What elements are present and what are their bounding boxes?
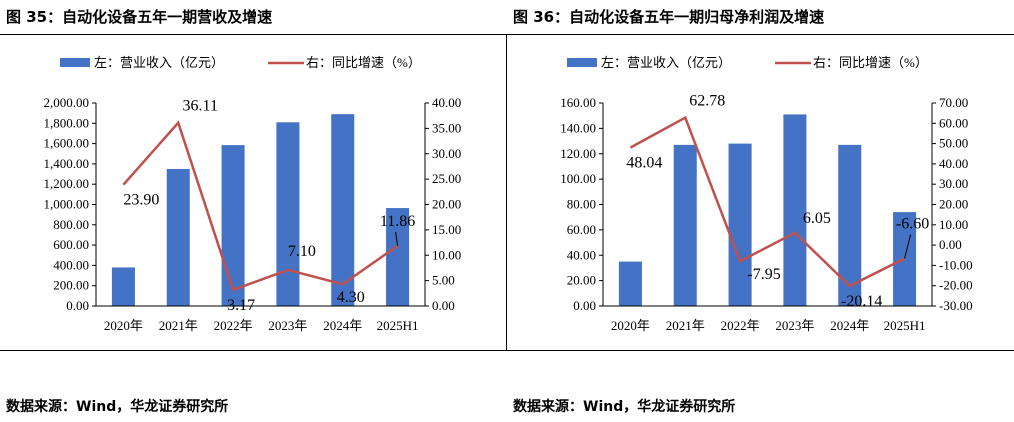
right-tick-label: 40.00 (939, 156, 968, 171)
left-tick-label: 2,000.00 (44, 95, 90, 110)
data-source: 数据来源：Wind，华龙证券研究所 (6, 399, 229, 415)
data-label: 23.90 (123, 192, 159, 209)
bottom-rule (0, 350, 507, 351)
x-tick-label: 2022年 (721, 318, 760, 333)
bar (618, 261, 642, 306)
right-tick-label: 60.00 (939, 115, 968, 130)
figure-35-panel: 图 35：自动化设备五年一期营收及增速 左：营业收入（亿元） 右：同比增速（%） 0… (0, 8, 507, 415)
legend-bar-swatch (567, 58, 597, 67)
x-tick-label: 2021年 (159, 318, 198, 333)
left-tick-label: 200.00 (53, 278, 89, 293)
bar (166, 168, 190, 306)
right-tick-label: 30.00 (432, 146, 461, 161)
x-tick-label: 2024年 (830, 318, 869, 333)
data-label: 6.05 (803, 210, 831, 227)
top-rule (0, 34, 507, 35)
right-tick-label: 20.00 (432, 197, 461, 212)
right-tick-label: 15.00 (432, 222, 461, 237)
figure-36-panel: 图 36：自动化设备五年一期归母净利润及增速 左：营业收入（亿元） 右：同比增速（… (507, 0, 1014, 422)
legend-bar-label: 左：营业收入（亿元） (94, 55, 224, 70)
right-tick-label: 20.00 (939, 197, 968, 212)
data-label: -20.14 (841, 293, 882, 310)
bar (276, 122, 300, 306)
right-tick-label: 40.00 (432, 95, 461, 110)
left-tick-label: 140.00 (560, 120, 596, 135)
right-tick-label: -10.00 (939, 257, 973, 272)
data-label: 48.04 (626, 155, 662, 172)
x-tick-label: 2020年 (611, 318, 650, 333)
x-tick-label: 2020年 (104, 318, 143, 333)
bar (386, 208, 410, 306)
left-tick-label: 0.00 (573, 298, 596, 313)
legend-line-label: 右：同比增速（%） (813, 55, 928, 70)
data-label: -6.60 (896, 215, 929, 232)
left-tick-label: 400.00 (53, 257, 89, 272)
panel-divider (506, 34, 507, 350)
growth-line (629, 115, 906, 288)
x-tick-label: 2023年 (268, 318, 307, 333)
bar (838, 144, 862, 306)
left-tick-label: 40.00 (567, 247, 596, 262)
left-tick-label: 120.00 (560, 146, 596, 161)
right-tick-label: 50.00 (939, 136, 968, 151)
right-tick-label: 30.00 (939, 176, 968, 191)
revenue-growth-chart: 左：营业收入（亿元） 右：同比增速（%） 0.00 200.00 400.00 600.0… (44, 55, 462, 333)
left-tick-label: 600.00 (53, 237, 89, 252)
data-label: 62.78 (689, 93, 725, 110)
left-tick-label: 160.00 (560, 95, 596, 110)
label-leader-line (904, 234, 912, 259)
legend-bar-label: 左：营业收入（亿元） (601, 55, 731, 70)
data-label: -7.95 (747, 266, 780, 283)
left-tick-label: 20.00 (567, 273, 596, 288)
bar (783, 114, 807, 306)
right-tick-label: 0.00 (939, 237, 962, 252)
right-tick-label: -30.00 (939, 298, 973, 313)
x-tick-label: 2024年 (323, 318, 362, 333)
bar (728, 143, 752, 306)
net-profit-growth-chart: 左：营业收入（亿元） 右：同比增速（%） 0.00 20.00 40.00 60.00 80… (560, 55, 973, 333)
left-tick-label: 1,400.00 (44, 156, 90, 171)
figure-title: 图 35：自动化设备五年一期营收及增速 (6, 8, 273, 26)
left-tick-label: 1,200.00 (44, 176, 90, 191)
figure-title: 图 36：自动化设备五年一期归母净利润及增速 (513, 8, 825, 26)
bar (221, 145, 245, 306)
data-label: 7.10 (288, 243, 316, 260)
left-tick-label: 1,800.00 (44, 115, 90, 130)
left-tick-label: 800.00 (53, 217, 89, 232)
right-tick-label: 25.00 (432, 171, 461, 186)
data-label: 4.30 (337, 289, 365, 306)
left-tick-label: 1,000.00 (44, 197, 90, 212)
data-label: 3.17 (227, 297, 255, 314)
data-label: 11.86 (380, 213, 415, 230)
right-tick-label: 70.00 (939, 95, 968, 110)
left-tick-label: 1,600.00 (44, 136, 90, 151)
right-tick-label: -20.00 (939, 278, 973, 293)
bottom-rule (507, 350, 1014, 351)
data-source: 数据来源：Wind，华龙证券研究所 (513, 399, 736, 415)
x-tick-label: 2022年 (214, 318, 253, 333)
left-tick-label: 60.00 (567, 222, 596, 237)
left-tick-label: 0.00 (66, 298, 89, 313)
left-tick-label: 100.00 (560, 171, 596, 186)
x-tick-label: 2023年 (775, 318, 814, 333)
left-tick-label: 80.00 (567, 197, 596, 212)
right-tick-label: 10.00 (939, 217, 968, 232)
x-tick-label: 2021年 (666, 318, 705, 333)
top-rule (507, 34, 1014, 35)
label-leader-line (395, 231, 399, 246)
legend-bar-swatch (60, 58, 90, 67)
x-tick-label: 2025H1 (884, 318, 926, 333)
growth-line (122, 120, 399, 292)
bar (331, 114, 355, 306)
right-tick-label: 35.00 (432, 120, 461, 135)
bar (111, 267, 135, 306)
right-tick-label: 10.00 (432, 247, 461, 262)
legend-line-label: 右：同比增速（%） (306, 55, 421, 70)
right-tick-label: 0.00 (432, 298, 455, 313)
x-tick-label: 2025H1 (377, 318, 419, 333)
data-label: 36.11 (183, 98, 218, 115)
right-tick-label: 5.00 (432, 273, 455, 288)
bar (673, 144, 697, 306)
